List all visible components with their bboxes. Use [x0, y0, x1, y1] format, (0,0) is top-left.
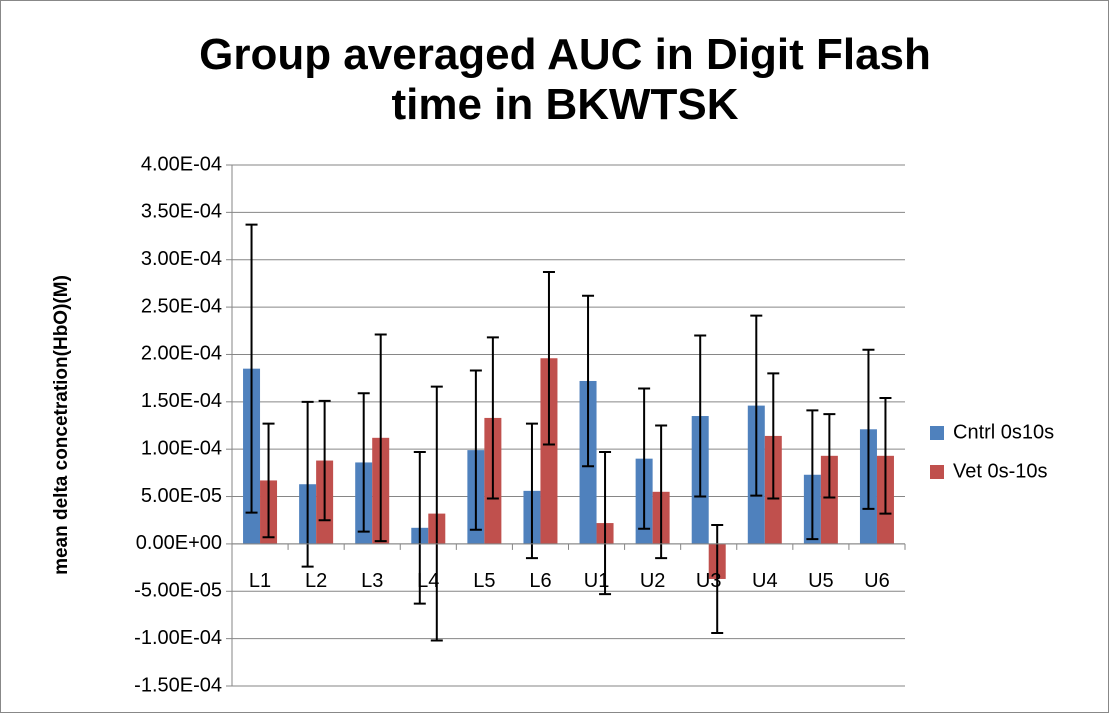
error-bar: [599, 451, 612, 596]
bar: [540, 358, 558, 544]
y-tick-label: 1.50E-04: [141, 390, 222, 412]
error-bar: [694, 334, 707, 498]
x-tick-label: U4: [752, 570, 778, 592]
error-bar: [582, 294, 595, 468]
error-bar: [655, 424, 668, 560]
error-bar: [413, 451, 426, 605]
error-bar: [245, 223, 258, 514]
y-tick-label: 5.00E-05: [141, 485, 222, 507]
legend-swatch: [930, 426, 944, 440]
legend-label: Cntrl 0s10s: [953, 421, 1054, 443]
y-tick-label: 3.50E-04: [141, 201, 222, 223]
x-tick-label: L6: [529, 570, 551, 592]
error-bar: [525, 422, 538, 560]
error-bar: [486, 336, 499, 500]
x-tick-label: L4: [417, 570, 439, 592]
x-tick-label: U3: [696, 570, 722, 592]
y-tick-label: 3.00E-04: [141, 248, 222, 270]
x-tick-label: U6: [864, 570, 890, 592]
error-bar: [823, 413, 836, 499]
y-tick-label: 2.00E-04: [141, 343, 222, 365]
y-tick-label: -5.00E-05: [134, 580, 222, 602]
x-tick-label: U1: [584, 570, 610, 592]
error-bar: [806, 409, 819, 541]
error-bar: [879, 397, 892, 515]
error-bar: [638, 387, 651, 530]
error-bar: [767, 372, 780, 500]
y-tick-label: -1.00E-04: [134, 627, 222, 649]
error-bar: [542, 271, 555, 446]
x-tick-label: L3: [361, 570, 383, 592]
y-axis-label: mean delta concetration(HbO)(M): [51, 275, 72, 575]
legend-label: Vet 0s-10s: [953, 460, 1048, 482]
x-tick-label: L5: [473, 570, 495, 592]
x-tick-label: U5: [808, 570, 834, 592]
error-bar: [711, 523, 724, 634]
error-bar: [318, 399, 331, 522]
bar: [820, 455, 838, 544]
x-tick-label: U2: [640, 570, 666, 592]
y-tick-label: 4.00E-04: [141, 153, 222, 175]
error-bar: [469, 369, 482, 531]
error-bar: [374, 333, 387, 543]
error-bar: [862, 348, 875, 510]
error-bar: [750, 314, 763, 497]
error-bar: [262, 422, 275, 539]
error-bar: [430, 385, 443, 642]
y-tick-label: 1.00E-04: [141, 437, 222, 459]
error-bar: [357, 392, 370, 533]
chart-title: Group averaged AUC in Digit Flash time i…: [199, 30, 931, 129]
x-tick-label: L2: [305, 570, 327, 592]
y-tick-label: 0.00E+00: [136, 532, 222, 554]
error-bar: [301, 400, 314, 568]
legend-swatch: [930, 465, 944, 479]
y-tick-label: -1.50E-04: [134, 674, 222, 696]
x-tick-label: L1: [249, 570, 271, 592]
y-tick-label: 2.50E-04: [141, 295, 222, 317]
